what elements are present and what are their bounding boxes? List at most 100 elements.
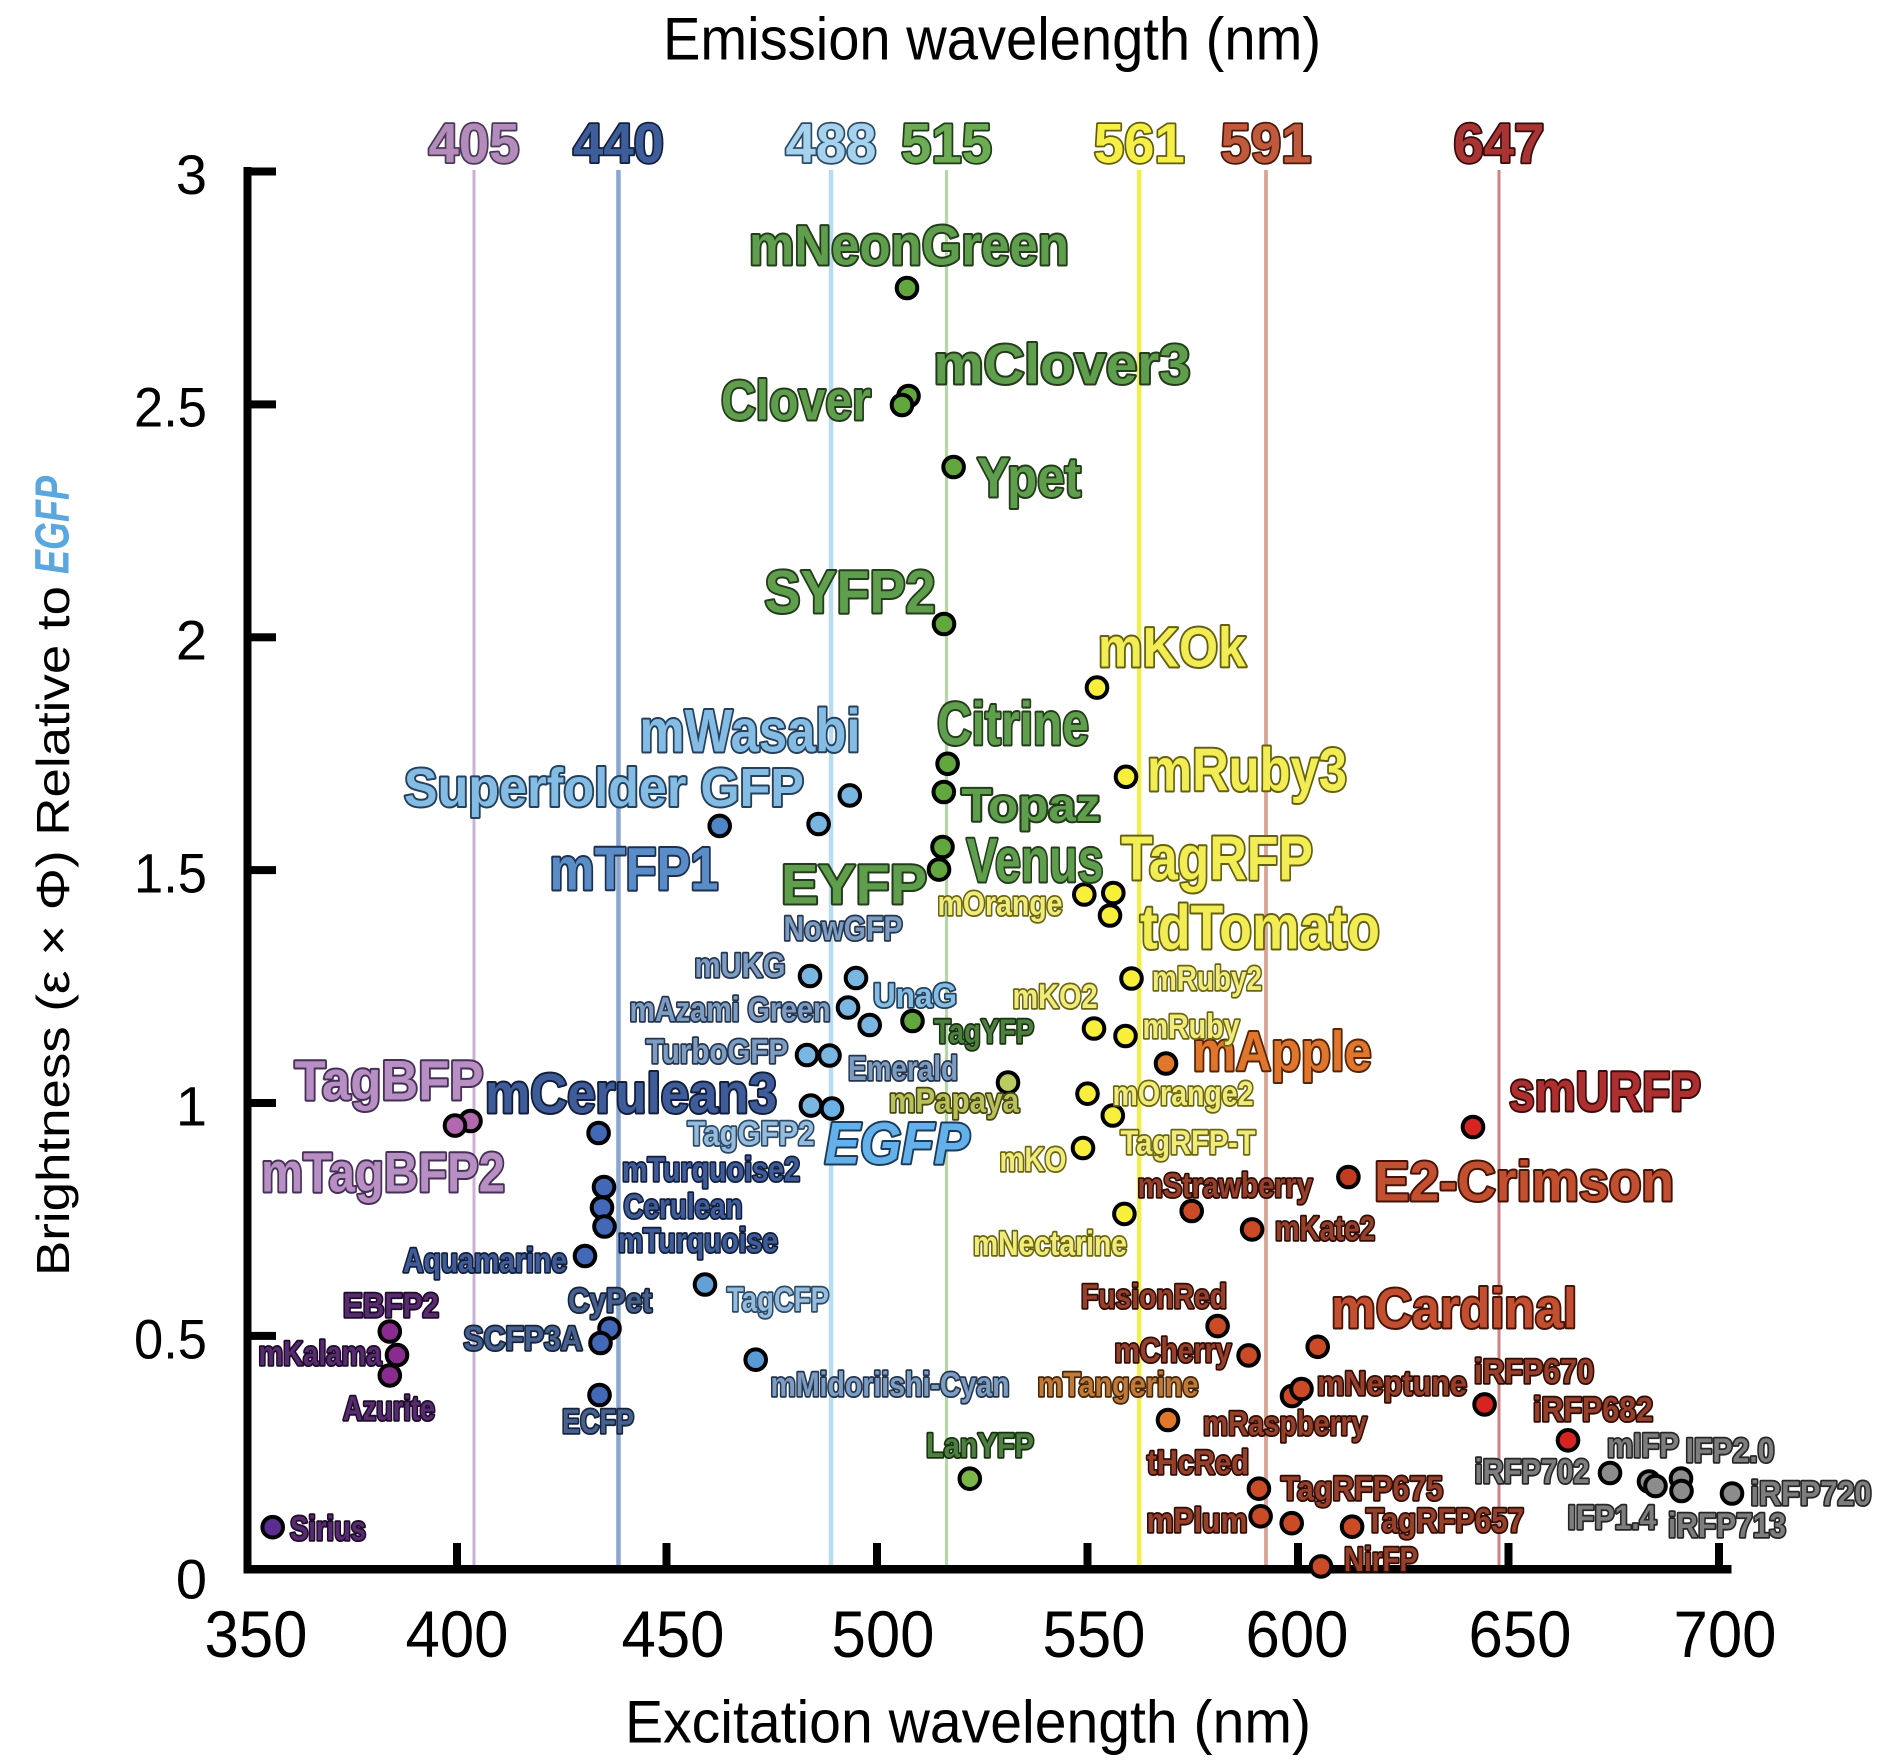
svg-text:488: 488 <box>786 112 877 175</box>
svg-text:mKOk: mKOk <box>1098 616 1247 679</box>
svg-text:iRFP713: iRFP713 <box>1668 1507 1786 1545</box>
svg-text:TagRFP: TagRFP <box>1121 825 1313 894</box>
svg-text:Sirius: Sirius <box>290 1510 366 1548</box>
svg-text:mCardinal: mCardinal <box>1331 1277 1577 1340</box>
svg-text:TagBFP: TagBFP <box>295 1049 484 1112</box>
svg-text:EBFP2: EBFP2 <box>343 1287 439 1325</box>
svg-text:EYFP: EYFP <box>781 853 927 916</box>
svg-text:515: 515 <box>901 112 992 175</box>
svg-text:0: 0 <box>176 1548 207 1611</box>
svg-text:FusionRed: FusionRed <box>1081 1278 1227 1316</box>
svg-text:IFP2.0: IFP2.0 <box>1686 1432 1775 1470</box>
svg-text:SCFP3A: SCFP3A <box>464 1320 583 1358</box>
svg-text:mClover3: mClover3 <box>934 333 1191 396</box>
svg-text:TagRFP675: TagRFP675 <box>1281 1470 1443 1508</box>
svg-text:Citrine: Citrine <box>937 691 1089 758</box>
svg-text:2.5: 2.5 <box>134 376 207 439</box>
svg-text:ECFP: ECFP <box>562 1403 634 1441</box>
svg-text:tHcRed: tHcRed <box>1147 1444 1249 1482</box>
svg-text:LanYFP: LanYFP <box>926 1427 1034 1465</box>
svg-text:EGFP: EGFP <box>27 475 80 574</box>
svg-text:mKate2: mKate2 <box>1275 1210 1375 1248</box>
svg-text:700: 700 <box>1674 1597 1777 1671</box>
svg-text:EGFP: EGFP <box>825 1112 970 1177</box>
svg-text:600: 600 <box>1246 1597 1349 1671</box>
svg-text:iRFP682: iRFP682 <box>1533 1391 1653 1429</box>
svg-text:Brightness (ε × Φ) Relative to: Brightness (ε × Φ) Relative to <box>27 586 79 1276</box>
svg-text:500: 500 <box>832 1597 935 1671</box>
svg-text:550: 550 <box>1043 1597 1146 1671</box>
svg-text:mKalama: mKalama <box>259 1335 383 1373</box>
svg-text:mMidoriishi-Cyan: mMidoriishi-Cyan <box>771 1366 1010 1404</box>
svg-text:0.5: 0.5 <box>134 1308 207 1371</box>
svg-text:mRuby2: mRuby2 <box>1152 960 1262 998</box>
svg-text:mNeptune: mNeptune <box>1317 1365 1467 1403</box>
svg-text:1: 1 <box>176 1075 207 1138</box>
svg-text:405: 405 <box>429 112 520 175</box>
svg-text:mKO: mKO <box>1000 1141 1067 1179</box>
svg-text:E2-Crimson: E2-Crimson <box>1374 1150 1674 1213</box>
svg-text:CyPet: CyPet <box>568 1282 652 1320</box>
svg-text:TagRFP657: TagRFP657 <box>1366 1502 1524 1540</box>
svg-text:TurboGFP: TurboGFP <box>646 1033 788 1071</box>
svg-text:SYFP2: SYFP2 <box>765 559 936 626</box>
svg-text:mNectarine: mNectarine <box>973 1225 1127 1263</box>
svg-text:mUKG: mUKG <box>695 947 786 985</box>
svg-text:mRuby3: mRuby3 <box>1147 737 1347 804</box>
svg-text:591: 591 <box>1221 112 1312 175</box>
svg-text:1.5: 1.5 <box>134 842 207 905</box>
svg-text:Superfolder GFP: Superfolder GFP <box>404 758 804 818</box>
svg-text:Emerald: Emerald <box>848 1050 958 1088</box>
svg-text:Cerulean: Cerulean <box>624 1188 743 1226</box>
svg-text:Excitation wavelength (nm): Excitation wavelength (nm) <box>625 1689 1311 1756</box>
svg-text:mCherry: mCherry <box>1115 1332 1232 1370</box>
svg-text:Clover: Clover <box>721 369 871 432</box>
svg-text:TagRFP-T: TagRFP-T <box>1121 1124 1256 1162</box>
svg-text:3: 3 <box>176 143 207 206</box>
svg-text:Azurite: Azurite <box>343 1390 435 1428</box>
svg-text:mTurquoise2: mTurquoise2 <box>622 1151 800 1189</box>
svg-text:mOrange: mOrange <box>938 885 1063 923</box>
svg-text:mTagBFP2: mTagBFP2 <box>261 1141 505 1204</box>
svg-text:mRaspberry: mRaspberry <box>1203 1405 1367 1443</box>
svg-text:mTangerine: mTangerine <box>1038 1366 1199 1404</box>
svg-text:Ypet: Ypet <box>977 446 1081 509</box>
svg-text:mPapaya: mPapaya <box>889 1082 1020 1120</box>
svg-text:561: 561 <box>1094 112 1185 175</box>
svg-text:mKO2: mKO2 <box>1013 978 1098 1016</box>
svg-text:TagGFP2: TagGFP2 <box>688 1115 815 1153</box>
svg-text:TagCFP: TagCFP <box>727 1281 829 1319</box>
svg-text:NirFP: NirFP <box>1344 1541 1418 1579</box>
svg-text:mPlum: mPlum <box>1147 1502 1248 1540</box>
svg-text:smURFP: smURFP <box>1509 1060 1701 1123</box>
svg-text:mIFP: mIFP <box>1607 1427 1679 1465</box>
svg-text:IFP1.4: IFP1.4 <box>1568 1499 1657 1537</box>
svg-text:Topaz: Topaz <box>962 779 1101 831</box>
svg-text:647: 647 <box>1454 112 1545 175</box>
svg-text:mRuby: mRuby <box>1143 1008 1240 1046</box>
svg-text:400: 400 <box>406 1597 509 1671</box>
svg-text:mTurquoise: mTurquoise <box>618 1222 778 1260</box>
svg-text:mOrange2: mOrange2 <box>1113 1075 1254 1113</box>
svg-text:iRFP670: iRFP670 <box>1474 1353 1594 1391</box>
svg-text:650: 650 <box>1469 1597 1572 1671</box>
svg-text:TagYFP: TagYFP <box>934 1013 1034 1051</box>
svg-text:2: 2 <box>176 609 207 672</box>
svg-text:tdTomato: tdTomato <box>1140 894 1380 963</box>
svg-text:mCerulean3: mCerulean3 <box>485 1062 777 1125</box>
svg-text:NowGFP: NowGFP <box>784 910 903 948</box>
svg-text:440: 440 <box>573 112 664 175</box>
svg-text:mWasabi: mWasabi <box>640 698 861 765</box>
svg-text:mAzami Green: mAzami Green <box>630 991 831 1029</box>
svg-text:mStrawberry: mStrawberry <box>1138 1167 1313 1205</box>
svg-text:mApple: mApple <box>1193 1020 1372 1083</box>
svg-text:Emission wavelength (nm): Emission wavelength (nm) <box>663 6 1321 73</box>
svg-text:iRFP702: iRFP702 <box>1475 1453 1590 1491</box>
svg-text:mNeonGreen: mNeonGreen <box>749 214 1069 277</box>
svg-text:UnaG: UnaG <box>873 977 957 1015</box>
svg-text:mTFP1: mTFP1 <box>550 836 719 903</box>
svg-text:Venus: Venus <box>967 827 1104 896</box>
svg-text:350: 350 <box>205 1597 308 1671</box>
svg-text:Aquamarine: Aquamarine <box>403 1242 567 1280</box>
svg-text:iRFP720: iRFP720 <box>1751 1475 1872 1513</box>
